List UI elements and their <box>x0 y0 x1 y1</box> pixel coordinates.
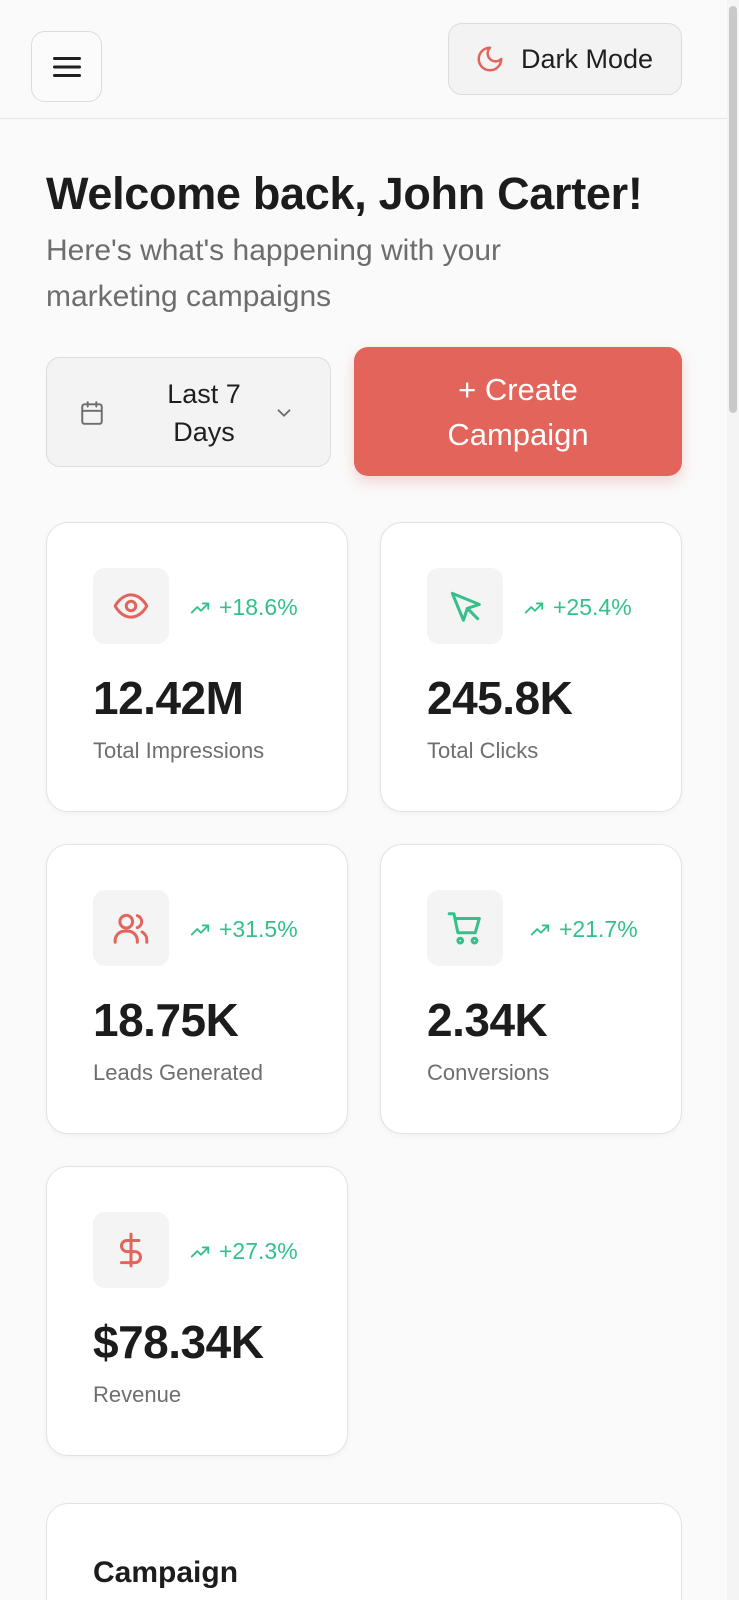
date-range-select[interactable]: Last 7 Days <box>46 357 331 467</box>
stat-card-clicks: +25.4% 245.8K Total Clicks <box>380 522 682 812</box>
stat-value: $78.34K <box>93 1316 264 1368</box>
stat-value: 12.42M <box>93 672 244 724</box>
calendar-icon <box>81 401 103 425</box>
page-subtitle: Here's what's happening with your market… <box>46 234 502 313</box>
dark-mode-label: Dark Mode <box>521 43 654 74</box>
cart-icon <box>447 912 481 945</box>
page-title: Welcome back, John Carter! <box>46 168 643 219</box>
stat-label: Revenue <box>93 1382 182 1407</box>
cursor-icon <box>450 591 481 622</box>
eye-icon <box>113 593 149 619</box>
scrollbar[interactable] <box>727 0 739 1600</box>
date-range-label: Last 7 Days <box>167 379 241 447</box>
trend-badge: +21.7% <box>529 916 638 943</box>
stat-value: 245.8K <box>427 672 573 724</box>
stat-card-revenue: +27.3% $78.34K Revenue <box>46 1166 348 1456</box>
stat-label: Total Clicks <box>427 738 539 763</box>
chevron-down-icon <box>277 409 291 417</box>
menu-button[interactable] <box>31 31 102 102</box>
top-bar: Dark Mode <box>0 0 739 119</box>
stat-card-conversions: +21.7% 2.34K Conversions <box>380 844 682 1134</box>
create-campaign-button[interactable]: + Create Campaign <box>354 347 682 476</box>
stat-value: 2.34K <box>427 994 548 1046</box>
trend-badge: +18.6% <box>189 594 298 621</box>
stat-card-leads: +31.5% 18.75K Leads Generated <box>46 844 348 1134</box>
stat-label: Leads Generated <box>93 1060 264 1085</box>
trending-up-icon <box>530 924 550 935</box>
trending-up-icon <box>524 602 544 613</box>
trend-badge: +27.3% <box>189 1238 298 1265</box>
stat-label: Total Impressions <box>93 738 265 763</box>
trend-badge: +25.4% <box>523 594 632 621</box>
create-campaign-label: + Create Campaign <box>447 371 589 452</box>
moon-icon <box>477 46 503 72</box>
section-title: Campaign <box>93 1556 239 1589</box>
scrollbar-thumb[interactable] <box>729 6 737 413</box>
stat-value: 18.75K <box>93 994 239 1046</box>
trending-up-icon <box>190 602 210 613</box>
trending-up-icon <box>190 1246 210 1257</box>
users-icon <box>113 913 149 944</box>
campaign-section: Campaign <box>46 1503 682 1600</box>
hamburger-icon <box>52 56 81 77</box>
stat-label: Conversions <box>427 1060 550 1085</box>
dark-mode-button[interactable]: Dark Mode <box>448 23 682 95</box>
trending-up-icon <box>190 924 210 935</box>
stat-card-impressions: +18.6% 12.42M Total Impressions <box>46 522 348 812</box>
dollar-icon <box>119 1232 142 1268</box>
trend-badge: +31.5% <box>189 916 298 943</box>
